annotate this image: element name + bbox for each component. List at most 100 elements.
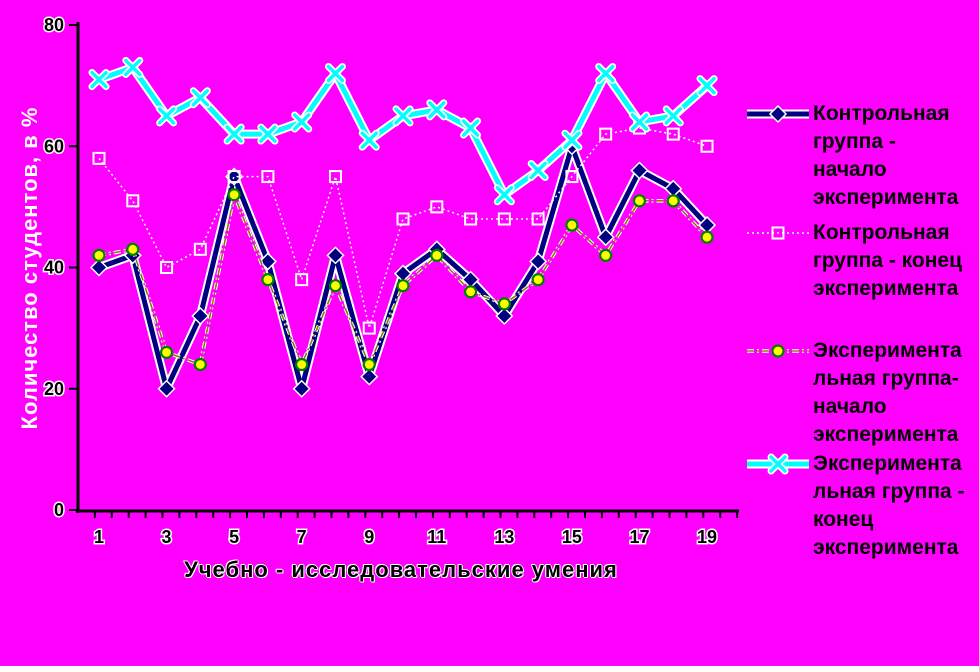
square-marker-icon (666, 127, 680, 141)
tick-label: 20 (44, 379, 64, 399)
legend-label-experimental-end: Эксперимента льная группа - конец экспер… (813, 452, 965, 559)
tick-label: 60 (44, 136, 64, 156)
x-marker-icon (495, 186, 514, 204)
x-marker-icon (664, 107, 683, 125)
square-marker-icon (328, 170, 342, 184)
x-marker-icon (191, 89, 210, 107)
circle-marker-icon (666, 194, 680, 208)
tick-label: 0 (54, 500, 64, 520)
circle-marker-icon (328, 279, 343, 293)
legend-label-control-end: Контрольная группа - конец эксперимента (813, 221, 963, 300)
tick-label: 80 (44, 15, 64, 35)
x-marker-icon (259, 125, 277, 143)
x-axis-title: Учебно - исследовательские умения (184, 557, 618, 582)
legend-marker-experimental-end-icon (747, 453, 809, 475)
tick-label: 5 (229, 527, 239, 547)
x-marker-icon (394, 107, 412, 125)
legend-marker-experimental-start-icon (747, 344, 809, 358)
circle-marker-icon (565, 218, 579, 232)
series-1 (92, 121, 714, 335)
legend-entry-control-end: Контрольная группа - конец эксперимента (745, 219, 977, 303)
circle-marker-icon (463, 285, 478, 299)
circle-marker-icon (430, 248, 444, 262)
legend-entry-experimental-start: Эксперимента льная группа- начало экспер… (745, 337, 977, 449)
diamond-marker-icon (596, 228, 615, 247)
y-axis-title: Количество студентов, в % (17, 106, 42, 430)
x-marker-icon (90, 70, 108, 89)
legend-marker-control-end-icon (747, 226, 809, 240)
square-marker-icon (295, 273, 309, 287)
tick-label: 11 (427, 527, 446, 547)
square-marker-icon (92, 151, 106, 165)
circle-marker-icon (227, 188, 241, 202)
x-marker-icon (563, 131, 581, 149)
square-marker-icon (396, 212, 410, 226)
circle-marker-icon (599, 248, 613, 262)
legend-entry-control-start: Контрольная группа - начало эксперимента (745, 100, 977, 212)
tick-label: 13 (494, 527, 514, 547)
circle-marker-icon (531, 273, 545, 287)
square-marker-icon (193, 242, 207, 256)
tick-label: 15 (562, 527, 582, 547)
circle-marker-icon (159, 345, 174, 359)
legend-label-experimental-start: Эксперимента льная группа- начало экспер… (813, 339, 962, 446)
diamond-marker-icon (495, 306, 514, 326)
legend-label-control-start: Контрольная группа - начало эксперимента (813, 102, 959, 209)
square-marker-icon (261, 170, 275, 184)
legend-entry-experimental-end: Эксперимента льная группа - конец экспер… (745, 450, 977, 562)
x-marker-icon (292, 113, 311, 131)
tick-label: 40 (44, 258, 64, 278)
circle-marker-icon (632, 194, 647, 208)
tick-label: 7 (297, 527, 307, 547)
series-3 (88, 56, 718, 206)
legend-marker-control-start-icon (747, 104, 809, 124)
diamond-marker-icon (292, 379, 311, 398)
square-marker-icon (160, 261, 174, 274)
circle-marker-icon (295, 357, 309, 372)
tick-label: 1 (94, 527, 104, 547)
square-marker-icon (565, 170, 579, 184)
square-marker-icon (227, 170, 241, 184)
square-marker-icon (362, 321, 376, 335)
tick-label: 17 (629, 527, 649, 547)
circle-marker-icon (261, 273, 275, 287)
diamond-marker-icon (157, 379, 176, 398)
circle-marker-icon (362, 357, 376, 372)
circle-marker-icon (126, 242, 140, 256)
x-marker-icon (630, 113, 649, 131)
x-marker-icon (360, 131, 378, 149)
series-2 (92, 188, 714, 372)
square-marker-icon (599, 127, 613, 141)
x-marker-icon (326, 64, 345, 83)
square-marker-icon (497, 212, 511, 226)
circle-marker-icon (92, 248, 106, 262)
legend: Контрольная группа - начало эксперимента… (745, 100, 977, 562)
diamond-marker-icon (360, 367, 379, 386)
x-marker-icon (124, 58, 142, 77)
bottom-margin (0, 666, 979, 672)
tick-label: 9 (364, 527, 374, 547)
tick-label: 19 (697, 527, 717, 547)
square-marker-icon (430, 200, 444, 214)
circle-marker-icon (497, 297, 511, 311)
diamond-marker-icon (258, 252, 277, 271)
square-marker-icon (126, 194, 140, 208)
square-marker-icon (464, 212, 478, 226)
x-marker-icon (698, 76, 716, 95)
x-marker-icon (461, 119, 480, 137)
diamond-marker-icon (326, 246, 345, 265)
circle-marker-icon (396, 279, 410, 293)
x-marker-icon (428, 101, 446, 119)
diamond-marker-icon (191, 306, 210, 326)
x-marker-icon (157, 107, 176, 125)
x-marker-icon (225, 125, 243, 143)
tick-label: 3 (162, 527, 172, 547)
circle-marker-icon (700, 230, 714, 244)
diamond-marker-icon (89, 258, 109, 277)
x-marker-icon (529, 161, 547, 180)
x-marker-icon (596, 64, 615, 83)
diamond-marker-icon (630, 161, 649, 180)
